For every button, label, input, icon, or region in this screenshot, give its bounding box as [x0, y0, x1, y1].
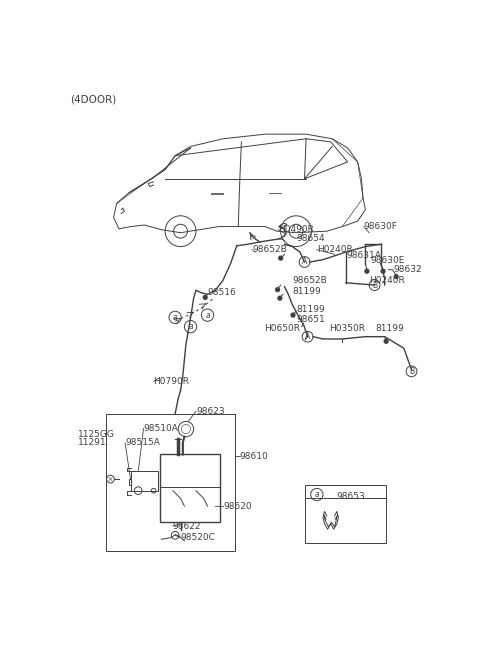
Text: 98623: 98623 [196, 407, 225, 416]
Circle shape [381, 270, 385, 273]
Text: H0240R: H0240R [317, 245, 353, 254]
Text: a: a [314, 490, 319, 499]
Circle shape [365, 270, 369, 273]
Circle shape [203, 295, 207, 299]
Text: 98515A: 98515A [125, 438, 160, 447]
Text: 98632: 98632 [394, 265, 422, 274]
Text: 81199: 81199 [292, 287, 321, 296]
Text: 98622: 98622 [173, 522, 201, 531]
Text: 81199: 81199 [296, 305, 325, 314]
Circle shape [384, 339, 388, 343]
Text: 1125GG: 1125GG [78, 430, 115, 439]
Text: 98520C: 98520C [180, 533, 216, 542]
Circle shape [279, 256, 283, 260]
Text: B: B [372, 281, 377, 289]
Text: a: a [205, 310, 210, 319]
Text: 98630F: 98630F [364, 222, 398, 231]
Text: 98630E: 98630E [371, 256, 405, 265]
Text: H0490R: H0490R [278, 225, 314, 234]
Circle shape [278, 297, 282, 300]
Text: a: a [188, 322, 193, 331]
Text: 98653: 98653 [337, 493, 366, 501]
Text: 98610: 98610 [240, 451, 269, 461]
Text: H0790R: H0790R [154, 377, 190, 386]
Text: H0350R: H0350R [329, 325, 365, 333]
Text: 98652B: 98652B [252, 245, 287, 254]
Text: 98652B: 98652B [292, 276, 327, 285]
Circle shape [276, 288, 279, 292]
Text: H0240R: H0240R [369, 276, 405, 285]
Text: 98654: 98654 [296, 234, 324, 243]
Text: 98631A: 98631A [347, 251, 382, 260]
Bar [106, 414, 235, 551]
Text: a: a [173, 313, 178, 322]
Text: 98620: 98620 [223, 502, 252, 510]
Bar [305, 485, 386, 543]
Text: A: A [302, 257, 307, 266]
Text: H0650R: H0650R [264, 325, 300, 333]
Text: 81199: 81199 [375, 325, 404, 333]
Circle shape [291, 313, 295, 317]
Text: 11291: 11291 [78, 438, 107, 447]
Text: 98651: 98651 [296, 316, 325, 324]
Bar [160, 455, 220, 522]
Text: 98510A: 98510A [144, 424, 179, 433]
Bar [131, 472, 158, 491]
Text: A: A [305, 332, 310, 341]
Text: (4DOOR): (4DOOR) [71, 94, 117, 104]
Text: B: B [409, 367, 414, 376]
Circle shape [394, 275, 398, 279]
Text: 98516: 98516 [207, 288, 236, 297]
